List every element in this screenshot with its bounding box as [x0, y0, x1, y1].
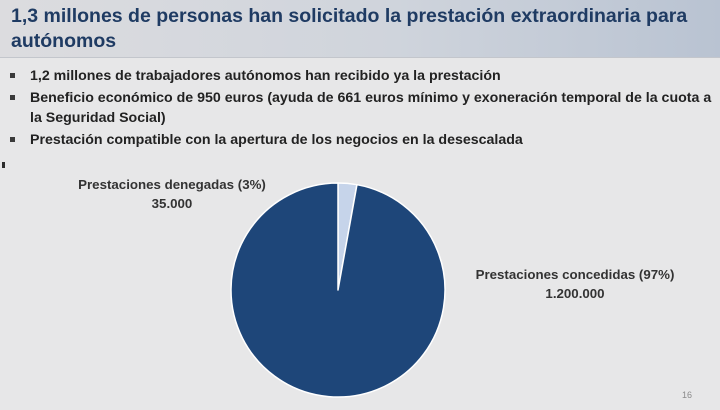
title-band: 1,3 millones de personas han solicitado …	[0, 0, 720, 58]
bullet-text: Prestación compatible con la apertura de…	[30, 132, 523, 148]
bullet-marker-icon	[10, 73, 15, 78]
bullet-text: 1,2 millones de trabajadores autónomos h…	[30, 68, 501, 84]
bullet-marker-icon	[10, 95, 15, 100]
bullet-marker-icon	[10, 137, 15, 142]
slice-label-granted: Prestaciones concedidas (97%) 1.200.000	[455, 265, 695, 303]
bullet-text: Beneficio económico de 950 euros (ayuda …	[30, 90, 712, 126]
slice-label-granted-value: 1.200.000	[545, 286, 605, 301]
slide-title: 1,3 millones de personas han solicitado …	[11, 5, 688, 52]
slice-label-granted-text: Prestaciones concedidas (97%)	[475, 267, 675, 282]
stray-bullet-marker-icon	[2, 162, 5, 168]
bullet-item: Beneficio económico de 950 euros (ayuda …	[8, 88, 713, 128]
slice-label-denied-text: Prestaciones denegadas (3%)	[78, 177, 266, 192]
bullet-item: 1,2 millones de trabajadores autónomos h…	[8, 66, 713, 86]
bullet-item: Prestación compatible con la apertura de…	[8, 130, 713, 150]
pie-slice-granted	[230, 182, 446, 398]
slice-label-denied: Prestaciones denegadas (3%) 35.000	[62, 175, 282, 213]
slice-label-denied-value: 35.000	[151, 196, 193, 211]
bullet-list: 1,2 millones de trabajadores autónomos h…	[8, 66, 713, 152]
page-number: 16	[681, 390, 692, 400]
